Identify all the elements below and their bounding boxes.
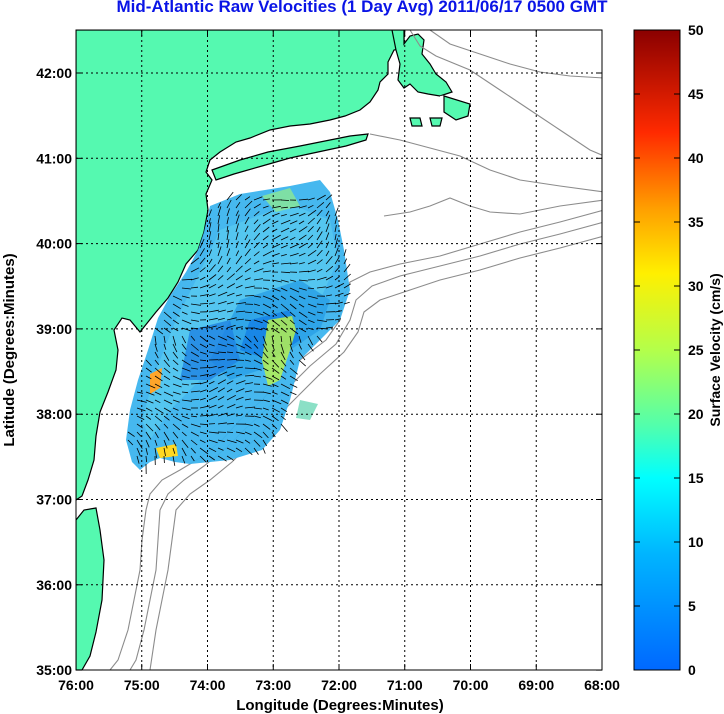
x-tick-label: 73:00 [255, 677, 291, 693]
y-tick-label: 39:00 [36, 321, 72, 337]
velocity-vectors [127, 191, 352, 475]
x-axis-label: Longitude (Degrees:Minutes) [236, 697, 444, 714]
y-tick-label: 40:00 [36, 236, 72, 252]
y-tick-label: 42:00 [36, 65, 72, 81]
y-tick-label: 36:00 [36, 577, 72, 593]
colorbar-tick-label: 35 [688, 214, 704, 230]
x-tick-label: 72:00 [321, 677, 357, 693]
x-axis-ticks: 76:00 75:00 74:00 73:00 72:00 71:00 70:00 69:00… [58, 30, 620, 693]
colorbar-tick-label: 20 [688, 406, 704, 422]
colorbar-tick-label: 50 [688, 22, 704, 38]
y-tick-label: 37:00 [36, 492, 72, 508]
y-tick-label: 38:00 [36, 406, 72, 422]
x-tick-label: 69:00 [518, 677, 554, 693]
colorbar-tick-label: 45 [688, 86, 704, 102]
colorbar-tick-label: 0 [688, 662, 696, 678]
colorbar [633, 29, 681, 671]
y-axis-label: Latitude (Degrees:Minutes) [1, 253, 18, 446]
x-tick-label: 76:00 [58, 677, 94, 693]
colorbar-tick-label: 10 [688, 534, 704, 550]
x-tick-label: 74:00 [190, 677, 226, 693]
x-tick-label: 75:00 [124, 677, 160, 693]
grid-lines [76, 30, 602, 670]
y-axis-ticks: 42:00 41:00 40:00 39:00 38:00 37:00 36:00 35:00 [36, 65, 602, 678]
y-tick-label: 35:00 [36, 662, 72, 678]
colorbar-tick-label: 5 [688, 598, 696, 614]
colorbar-tick-label: 25 [688, 342, 704, 358]
x-tick-label: 68:00 [584, 677, 620, 693]
x-tick-label: 70:00 [453, 677, 489, 693]
colorbar-ticks: 0 5 10 15 20 25 30 35 40 45 50 [634, 22, 704, 678]
colorbar-tick-label: 15 [688, 470, 704, 486]
land [76, 30, 471, 670]
y-tick-label: 41:00 [36, 150, 72, 166]
map-title: Mid-Atlantic Raw Velocities (1 Day Avg) … [116, 0, 608, 16]
colorbar-tick-label: 40 [688, 150, 704, 166]
colorbar-label: Surface Velocity (cm/s) [707, 273, 723, 426]
colorbar-tick-label: 30 [688, 278, 704, 294]
x-tick-label: 71:00 [387, 677, 423, 693]
